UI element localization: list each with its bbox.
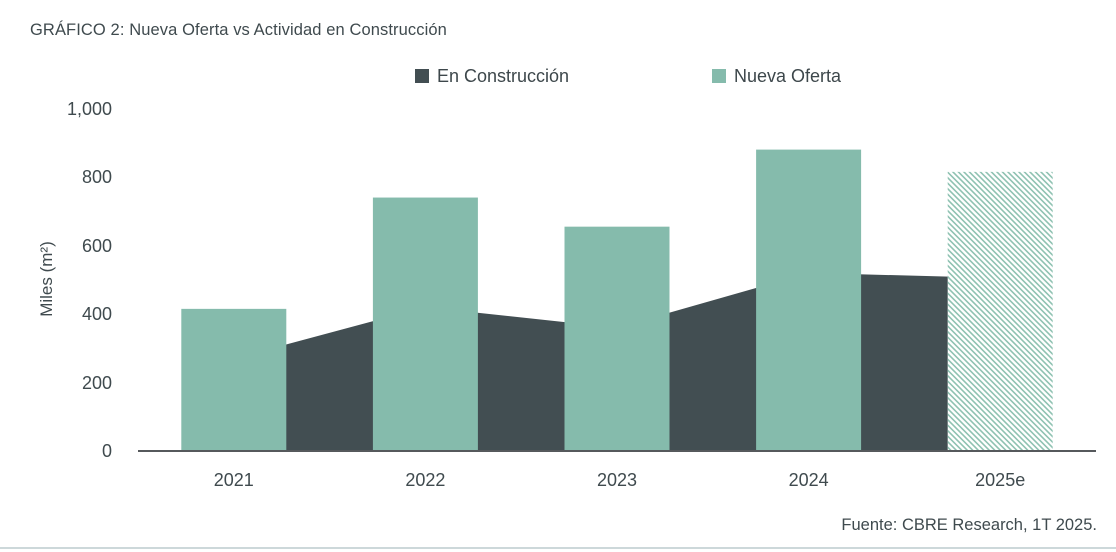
x-category-label: 2022 xyxy=(405,470,446,490)
bar-nueva-oferta xyxy=(756,149,862,451)
y-tick-label: 600 xyxy=(81,235,112,256)
legend-label: Nueva Oferta xyxy=(734,65,842,86)
x-category-label: 2021 xyxy=(213,470,254,490)
legend-label: En Construcción xyxy=(437,65,570,86)
y-tick-label: 0 xyxy=(101,441,112,461)
legend-swatch-dark xyxy=(415,69,429,83)
bar-nueva-oferta xyxy=(181,308,287,451)
y-tick-label: 200 xyxy=(81,372,112,393)
chart-title: GRÁFICO 2: Nueva Oferta vs Actividad en … xyxy=(30,21,447,39)
x-category-label: 2025e xyxy=(975,470,1026,490)
x-category-label: 2023 xyxy=(596,470,638,490)
y-tick-label: 800 xyxy=(81,167,112,187)
y-tick-label: 1,000 xyxy=(66,98,112,119)
bar-nueva-oferta xyxy=(564,226,670,451)
source-note: Fuente: CBRE Research, 1T 2025. xyxy=(841,516,1097,534)
y-tick-label: 400 xyxy=(81,304,112,324)
bottom-divider xyxy=(0,547,1116,549)
legend-item-nueva-oferta: Nueva Oferta xyxy=(712,64,841,88)
legend-item-en-construccion: En Construcción xyxy=(415,64,569,88)
bar-nueva-oferta xyxy=(372,197,478,451)
x-category-label: 2024 xyxy=(788,470,829,490)
bar-nueva-oferta-estimate xyxy=(947,171,1053,452)
legend-swatch-green xyxy=(712,69,726,83)
